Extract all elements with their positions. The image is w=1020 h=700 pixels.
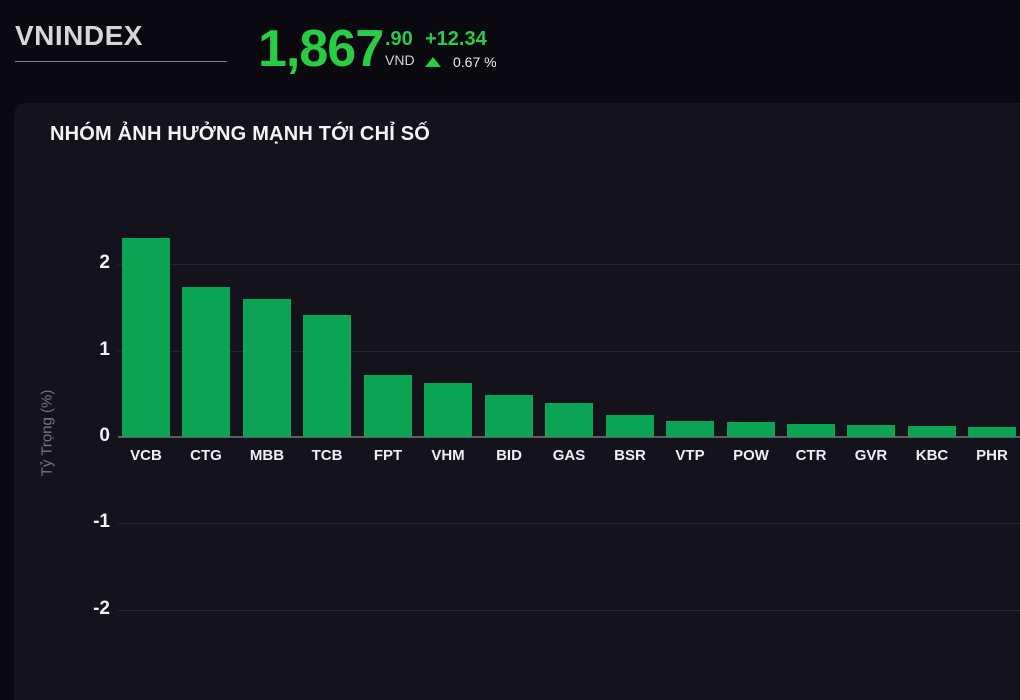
bar bbox=[968, 427, 1016, 437]
bar bbox=[545, 403, 593, 437]
y-tick-label: 0 bbox=[99, 425, 110, 446]
index-name: VNINDEX bbox=[15, 20, 143, 51]
x-tick-label: GAS bbox=[552, 447, 586, 464]
y-tick-label: 2 bbox=[99, 252, 110, 273]
bar bbox=[606, 415, 654, 437]
bar bbox=[122, 238, 170, 437]
bar bbox=[908, 426, 956, 437]
y-axis-label: Tỷ Trọng (%) bbox=[38, 389, 56, 477]
x-tick-label: VTP bbox=[675, 447, 705, 464]
gridline bbox=[118, 351, 1020, 352]
gridline bbox=[118, 610, 1020, 611]
impact-chart: 2 1 0 -1 -2 Tỷ Trọng (%) VCB CTG MBB TCB FPT VHM BID… bbox=[14, 103, 1020, 700]
gridline bbox=[118, 523, 1020, 524]
impact-panel: NHÓM ẢNH HƯỞNG MẠNH TỚI CHỈ SỐ 2 1 0 -1 -2 Tỷ… bbox=[14, 103, 1020, 700]
bar bbox=[424, 383, 472, 437]
x-tick-label: CTG bbox=[190, 447, 222, 464]
index-underline: VNINDEX bbox=[15, 20, 227, 62]
change-percent: 0.67 % bbox=[453, 54, 497, 70]
bar bbox=[727, 422, 775, 437]
y-tick-label: -1 bbox=[93, 511, 110, 532]
bar bbox=[485, 395, 533, 437]
y-tick-label: 1 bbox=[99, 339, 110, 360]
x-tick-label: FPT bbox=[373, 447, 403, 464]
x-tick-label: BSR bbox=[614, 447, 646, 464]
change-value: +12.34 bbox=[425, 28, 487, 50]
x-tick-label: MBB bbox=[249, 447, 285, 464]
x-tick-label: KBC bbox=[915, 447, 949, 464]
price-value: 1,867 bbox=[258, 20, 384, 78]
panel-title: NHÓM ẢNH HƯỞNG MẠNH TỚI CHỈ SỐ bbox=[50, 123, 431, 145]
price-fraction: .90 bbox=[385, 28, 413, 50]
bar bbox=[364, 375, 412, 437]
y-tick-label: -2 bbox=[93, 598, 110, 619]
bar bbox=[243, 299, 291, 437]
price-detail: .90 VND bbox=[385, 29, 415, 67]
x-tick-label: GVR bbox=[854, 447, 888, 464]
triangle-up-icon bbox=[425, 57, 441, 67]
bar bbox=[847, 425, 895, 437]
x-tick-label: PHR bbox=[976, 447, 1008, 464]
x-tick-label: POW bbox=[733, 447, 769, 464]
zero-axis-line bbox=[118, 436, 1020, 438]
x-tick-label: BID bbox=[496, 447, 522, 464]
x-tick-label: VCB bbox=[130, 447, 162, 464]
x-tick-label: CTR bbox=[795, 447, 827, 464]
gridline bbox=[118, 264, 1020, 265]
change-block: +12.34 0.67 % bbox=[425, 29, 497, 70]
header: VNINDEX 1,867 .90 VND +12.34 0.67 % bbox=[0, 0, 1020, 100]
bar bbox=[787, 424, 835, 437]
bar bbox=[303, 315, 351, 437]
currency-label: VND bbox=[385, 52, 415, 68]
bar bbox=[182, 287, 230, 437]
x-tick-label: VHM bbox=[431, 447, 465, 464]
x-tick-label: TCB bbox=[311, 447, 343, 464]
bar bbox=[666, 421, 714, 437]
